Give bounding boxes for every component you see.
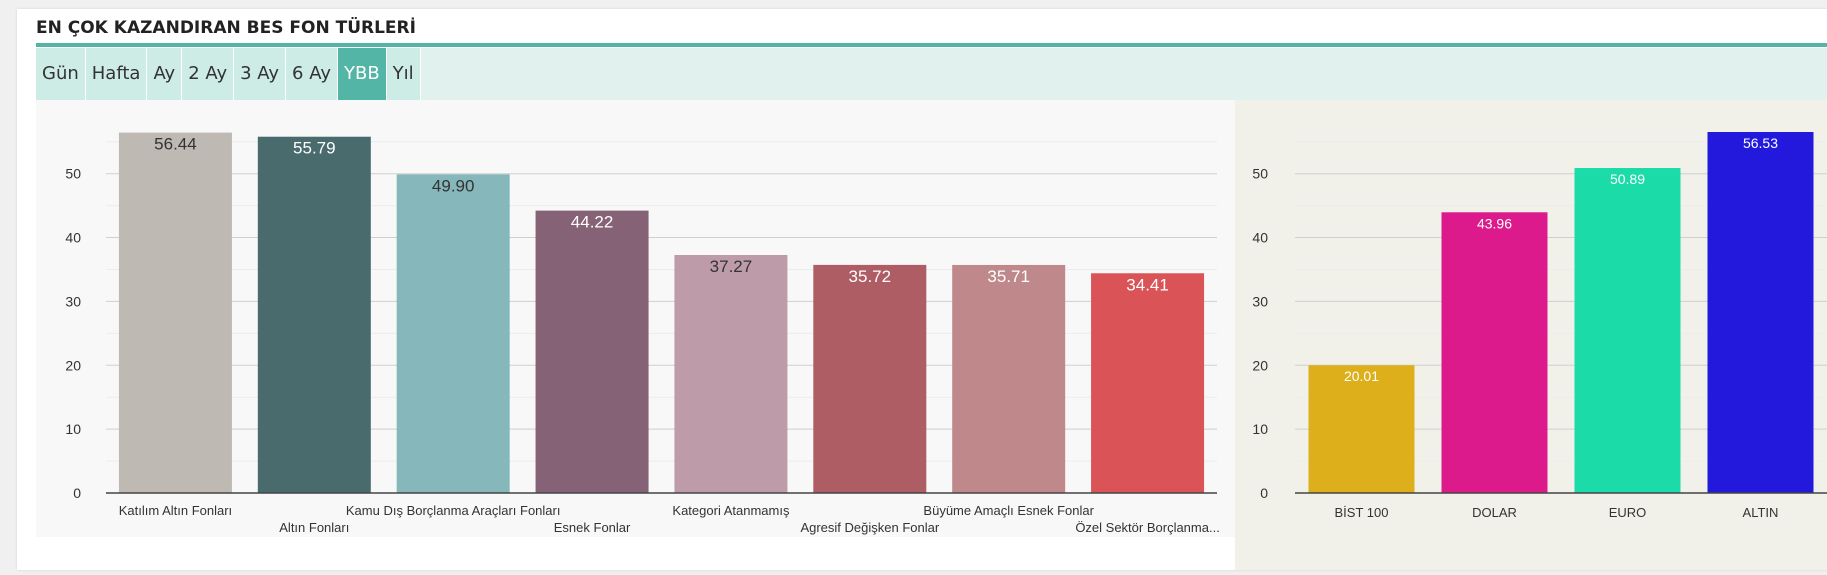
x-category-label: Altın Fonları xyxy=(279,520,349,535)
tab-yıl[interactable]: Yıl xyxy=(386,48,421,100)
bar xyxy=(396,174,510,494)
period-tab-bar: Gün Hafta Ay 2 Ay 3 Ay 6 Ay YBB Yıl xyxy=(36,48,1827,100)
x-category-label: Özel Sektör Borçlanma... xyxy=(1075,520,1220,535)
bar xyxy=(1707,132,1814,493)
x-category-label: EURO xyxy=(1609,505,1647,520)
x-category-label: Kamu Dış Borçlanma Araçları Fonları xyxy=(346,503,561,518)
bar xyxy=(257,136,371,493)
bar-value-label: 43.96 xyxy=(1477,215,1512,231)
bar-value-label: 56.53 xyxy=(1743,135,1778,151)
panel-title: EN ÇOK KAZANDIRAN BES FON TÜRLERİ xyxy=(36,18,416,38)
bar xyxy=(674,254,788,493)
bar-value-label: 35.71 xyxy=(987,267,1030,286)
x-category-label: Esnek Fonlar xyxy=(554,520,631,535)
tab-ay[interactable]: Ay xyxy=(147,48,183,100)
y-tick-label: 40 xyxy=(65,230,81,246)
bar xyxy=(1308,365,1415,493)
bar-value-label: 34.41 xyxy=(1126,275,1169,294)
y-tick-label: 30 xyxy=(65,293,81,309)
tab-6-ay[interactable]: 6 Ay xyxy=(286,48,338,100)
tab-2-ay[interactable]: 2 Ay xyxy=(182,48,235,100)
x-category-label: Kategori Atanmamış xyxy=(672,503,790,518)
bar-value-label: 56.44 xyxy=(154,135,197,154)
bar-value-label: 49.90 xyxy=(432,176,475,195)
bar-value-label: 20.01 xyxy=(1344,368,1379,384)
tab-hafta[interactable]: Hafta xyxy=(85,48,148,100)
bar-value-label: 44.22 xyxy=(571,213,614,232)
y-tick-label: 20 xyxy=(65,357,81,373)
y-tick-label: 20 xyxy=(1252,357,1268,373)
y-tick-label: 50 xyxy=(65,166,81,182)
x-category-label: Büyüme Amaçlı Esnek Fonlar xyxy=(923,503,1094,518)
x-category-label: DOLAR xyxy=(1472,505,1517,520)
x-category-label: BİST 100 xyxy=(1335,505,1389,520)
bar xyxy=(813,264,927,493)
bar xyxy=(1574,168,1681,493)
tab-3-ay[interactable]: 3 Ay xyxy=(234,48,287,100)
tab-gün[interactable]: Gün xyxy=(36,48,86,100)
y-tick-label: 30 xyxy=(1252,293,1268,309)
bar xyxy=(1091,273,1205,493)
tab-ybb[interactable]: YBB xyxy=(337,48,387,100)
fund-types-chart: 0 10 20 30 40 50 56.44 Katılım Altın Fonları 55.… xyxy=(36,100,1235,537)
fund-types-chart-svg: 0 10 20 30 40 50 56.44 Katılım Altın Fonları 55.… xyxy=(65,132,1220,535)
y-tick-label: 40 xyxy=(1252,230,1268,246)
x-category-label: ALTIN xyxy=(1743,505,1779,520)
bar xyxy=(118,132,232,493)
y-tick-label: 0 xyxy=(73,485,81,501)
y-tick-label: 10 xyxy=(65,421,81,437)
bar xyxy=(1441,212,1548,493)
title-divider xyxy=(36,43,1827,47)
y-tick-label: 10 xyxy=(1252,421,1268,437)
x-category-label: Katılım Altın Fonları xyxy=(119,503,232,518)
period-tabs: Gün Hafta Ay 2 Ay 3 Ay 6 Ay YBB Yıl xyxy=(36,48,1827,100)
y-tick-label: 0 xyxy=(1260,485,1268,501)
bar xyxy=(535,210,649,493)
bar-value-label: 50.89 xyxy=(1610,171,1645,187)
benchmark-chart: 0 10 20 30 40 50 20.01 BİST 100 43.96 DOLAR 50.89 E… xyxy=(1235,100,1827,570)
x-category-label: Agresif Değişken Fonlar xyxy=(800,520,939,535)
bar-value-label: 35.72 xyxy=(849,267,892,286)
bar-value-label: 37.27 xyxy=(710,257,753,276)
benchmark-chart-svg: 0 10 20 30 40 50 20.01 BİST 100 43.96 DOLAR 50.89 E… xyxy=(1252,132,1827,520)
bar xyxy=(952,264,1066,493)
bar-value-label: 55.79 xyxy=(293,139,336,158)
y-tick-label: 50 xyxy=(1252,166,1268,182)
